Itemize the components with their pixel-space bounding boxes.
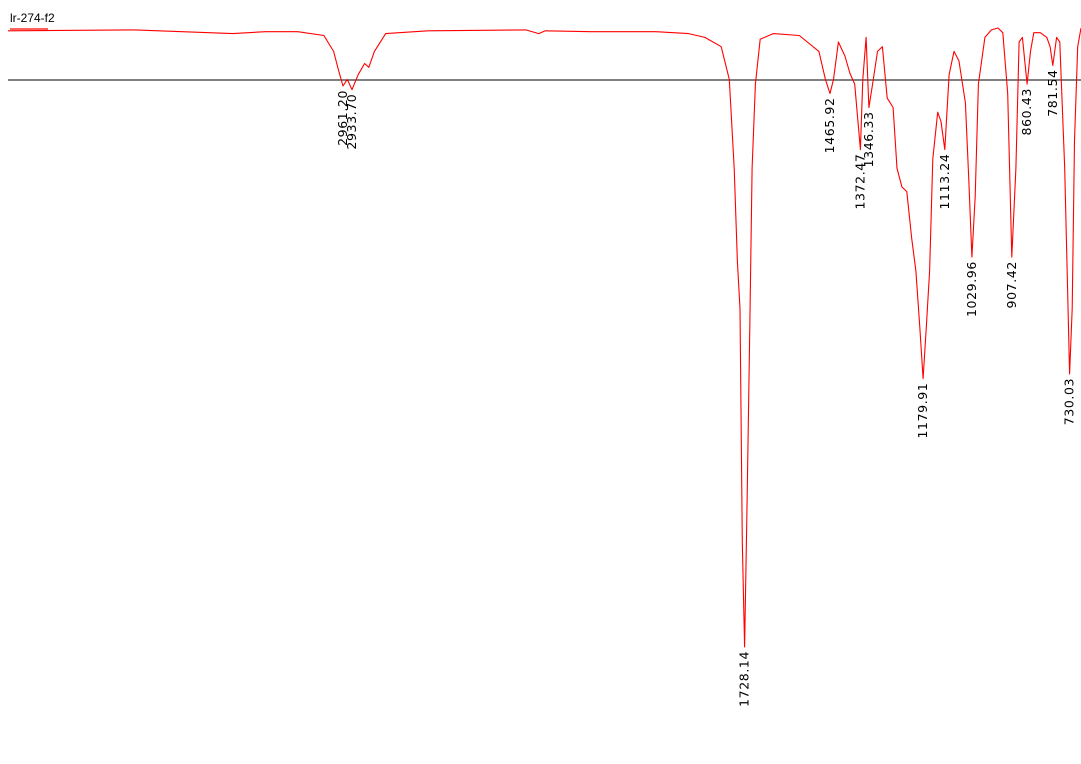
legend: lr-274-f2 (10, 11, 55, 30)
legend-label: lr-274-f2 (10, 11, 55, 25)
peak-label: 1179.91 (915, 383, 930, 439)
peak-label: 1372.47 (852, 154, 867, 210)
peak-label: 1029.96 (964, 261, 979, 317)
peak-label: 907.42 (1004, 261, 1019, 308)
peak-label: 781.54 (1045, 69, 1060, 116)
peak-label: 1465.92 (822, 98, 837, 154)
peak-label: 2961.20 (335, 90, 350, 146)
peak-label: 730.03 (1062, 378, 1077, 425)
series-layer (7, 27, 1081, 648)
spectrum-line (7, 27, 1081, 648)
peak-label: 1728.14 (737, 651, 752, 707)
peak-label: 2933.70 (344, 94, 359, 150)
peak-label: 1346.33 (861, 112, 876, 168)
peak-label: 1113.24 (937, 154, 952, 210)
peak-label: 860.43 (1019, 88, 1034, 135)
